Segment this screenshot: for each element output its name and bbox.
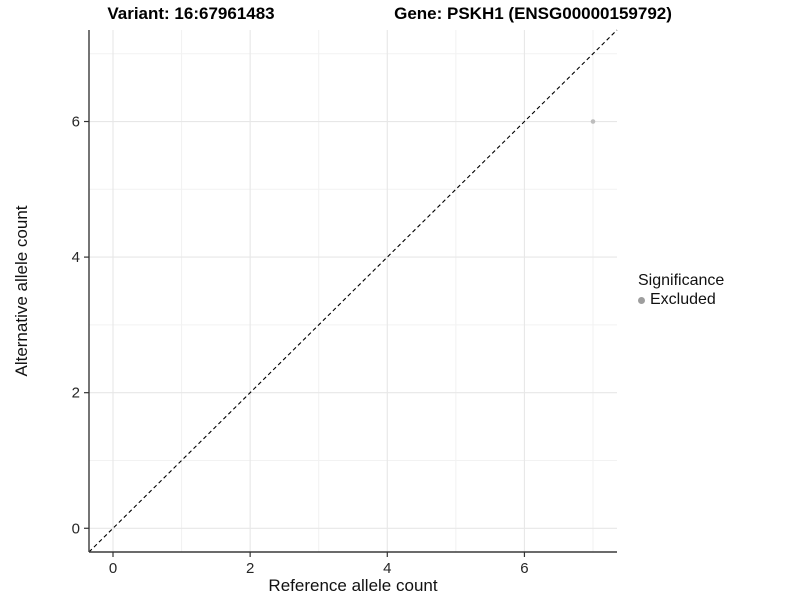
y-axis-title: Alternative allele count [12, 205, 31, 377]
y-tick-label: 0 [72, 520, 80, 537]
variant-title: Variant: 16:67961483 [107, 4, 275, 23]
excluded-point-icon [638, 296, 645, 304]
legend-item-label: Excluded [650, 291, 716, 308]
gene-title: Gene: PSKH1 (ENSG00000159792) [394, 4, 672, 23]
data-point [590, 119, 596, 124]
legend-title: Significance [638, 272, 725, 289]
y-tick-label: 2 [72, 385, 80, 402]
x-axis-title: Reference allele count [268, 576, 438, 595]
identity-line [88, 29, 618, 553]
legend: Significance Excluded [638, 271, 724, 309]
y-tick-label: 4 [72, 249, 80, 266]
x-tick-label: 6 [520, 560, 528, 577]
y-tick-label: 6 [72, 114, 80, 131]
x-tick-label: 0 [109, 560, 117, 577]
x-tick-label: 2 [246, 560, 254, 577]
legend-item-excluded: Excluded [638, 291, 724, 309]
x-tick-label: 4 [383, 560, 391, 577]
